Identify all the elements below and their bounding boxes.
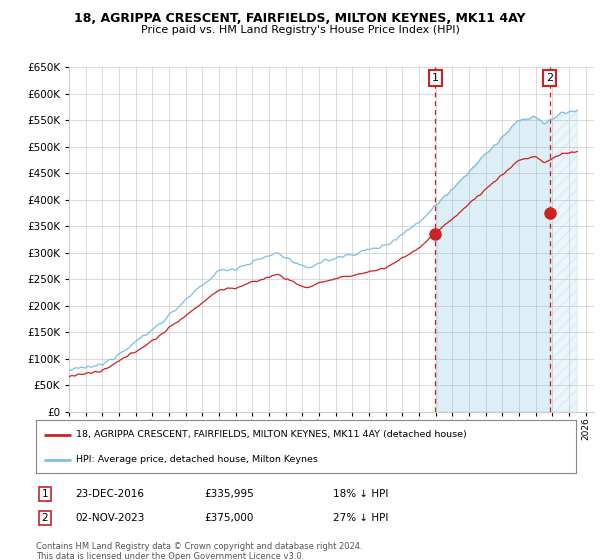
Text: HPI: Average price, detached house, Milton Keynes: HPI: Average price, detached house, Milt… (77, 455, 319, 464)
Text: 1: 1 (432, 73, 439, 83)
Text: 27% ↓ HPI: 27% ↓ HPI (333, 513, 388, 523)
Text: 1: 1 (41, 489, 49, 499)
Text: Price paid vs. HM Land Registry's House Price Index (HPI): Price paid vs. HM Land Registry's House … (140, 25, 460, 35)
Text: 2: 2 (546, 73, 553, 83)
Text: 18, AGRIPPA CRESCENT, FAIRFIELDS, MILTON KEYNES, MK11 4AY (detached house): 18, AGRIPPA CRESCENT, FAIRFIELDS, MILTON… (77, 431, 467, 440)
Text: 18% ↓ HPI: 18% ↓ HPI (333, 489, 388, 499)
Text: 2: 2 (41, 513, 49, 523)
Text: 18, AGRIPPA CRESCENT, FAIRFIELDS, MILTON KEYNES, MK11 4AY: 18, AGRIPPA CRESCENT, FAIRFIELDS, MILTON… (74, 12, 526, 25)
Text: £375,000: £375,000 (204, 513, 253, 523)
Text: 02-NOV-2023: 02-NOV-2023 (75, 513, 145, 523)
Text: £335,995: £335,995 (204, 489, 254, 499)
Text: Contains HM Land Registry data © Crown copyright and database right 2024.
This d: Contains HM Land Registry data © Crown c… (36, 542, 362, 560)
Text: 23-DEC-2016: 23-DEC-2016 (75, 489, 144, 499)
